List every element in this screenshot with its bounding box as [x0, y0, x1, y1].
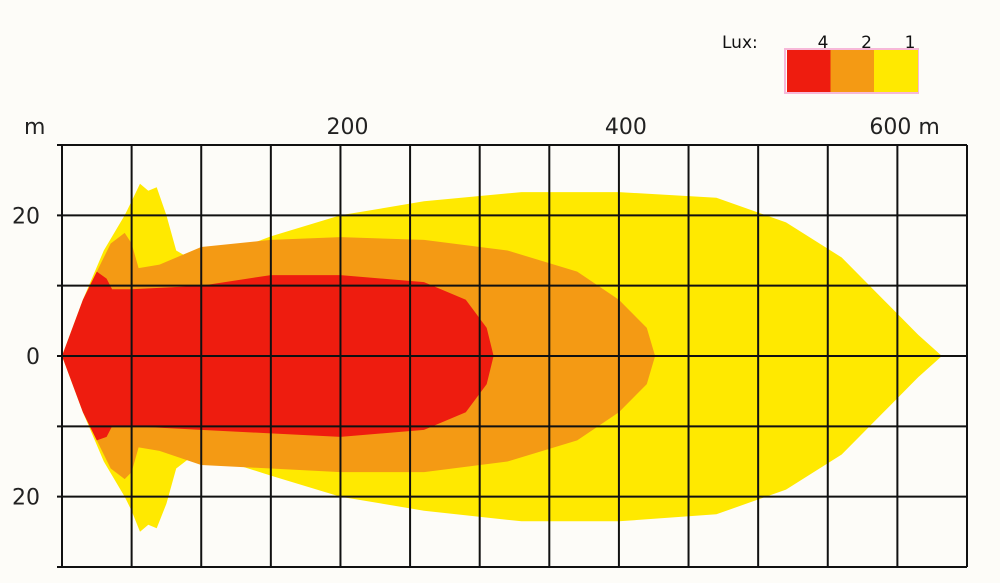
legend-label: 1: [905, 33, 916, 53]
legend-label: 4: [818, 33, 829, 53]
legend-swatch-2: [830, 50, 875, 92]
lux-contours: [62, 183, 942, 532]
x-tick-labels: 200 400 600 m: [326, 115, 939, 140]
grid: [57, 144, 968, 568]
legend-label: 2: [861, 33, 872, 53]
y-axis-unit-label: m: [24, 115, 45, 140]
y-tick-labels: 20 0 20: [12, 204, 40, 510]
x-tick-label: 400: [605, 115, 647, 140]
x-tick-label: 600 m: [869, 115, 939, 140]
y-tick-label: 0: [26, 345, 40, 370]
legend-title: Lux:: [722, 33, 758, 53]
legend: Lux: 4 2 1: [722, 33, 919, 94]
y-tick-label: 20: [12, 204, 40, 229]
y-tick-label: 20: [12, 486, 40, 511]
x-tick-label: 200: [326, 115, 368, 140]
legend-swatch-4: [787, 50, 831, 92]
legend-swatch-1: [874, 50, 918, 92]
